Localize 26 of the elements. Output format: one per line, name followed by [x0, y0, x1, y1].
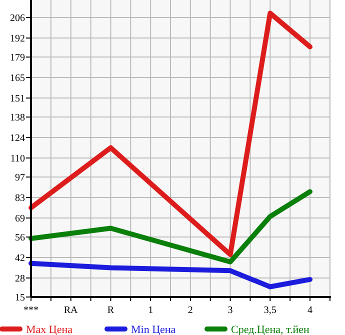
y-tick-label: 42: [15, 253, 25, 264]
y-tick-label: 15: [15, 292, 25, 304]
y-tick-label: 28: [15, 273, 25, 284]
y-tick-label: 69: [15, 213, 25, 224]
x-tick-label: 3,5: [264, 305, 276, 316]
y-tick-label: 110: [10, 154, 25, 165]
y-tick-label: 165: [10, 73, 25, 84]
y-tick-label: 97: [15, 172, 25, 184]
y-tick-label: 206: [10, 13, 25, 24]
legend-label: Max Цена: [26, 324, 73, 335]
y-tick-label: 124: [10, 133, 25, 144]
y-tick-label: 138: [10, 112, 25, 124]
x-tick-label: 1: [148, 305, 154, 316]
legend-label: Min Цена: [131, 324, 176, 335]
y-tick-label: 179: [10, 52, 25, 64]
y-tick-label: 192: [10, 34, 25, 45]
y-tick-label: 151: [10, 94, 25, 105]
y-tick-label: 83: [15, 193, 25, 204]
legend-label: Сред.Цена, т.йен: [231, 324, 310, 335]
x-tick-label: ***: [24, 305, 38, 316]
x-tick-label: 4: [308, 305, 312, 316]
x-tick-label: RA: [64, 305, 79, 316]
x-tick-label: 2: [188, 305, 193, 316]
x-tick-label: 3: [228, 305, 233, 316]
x-tick-label: R: [107, 305, 114, 316]
y-tick-label: 56: [15, 232, 25, 244]
